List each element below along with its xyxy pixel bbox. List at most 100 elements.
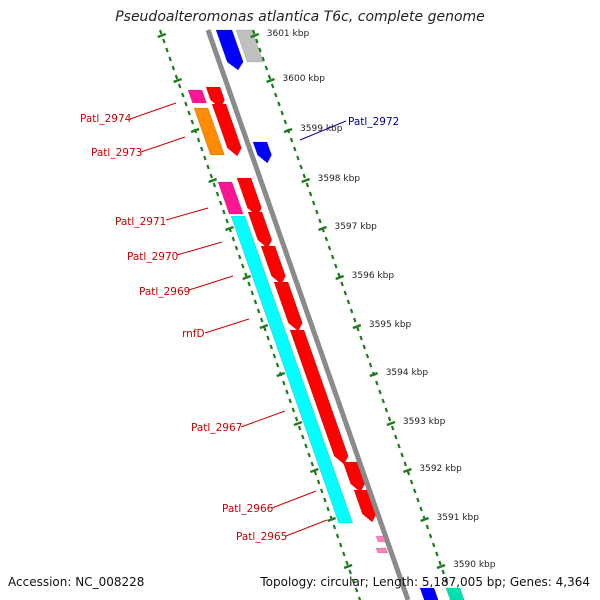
inner-ruler-dot [304, 443, 308, 449]
red-gene-arrow [273, 281, 303, 332]
outer-ruler-dot [261, 56, 265, 62]
outer-ruler-dot [419, 506, 423, 512]
red-gene-arrow [353, 489, 377, 523]
topology-text: Topology: circular; Length: 5,187,005 bp… [260, 575, 590, 589]
inner-kbp-tick [293, 420, 303, 427]
magenta-gene-block [217, 181, 244, 215]
inner-ruler-dot [256, 308, 261, 314]
kbp-tick [301, 177, 311, 184]
genome-backbone [205, 29, 411, 600]
kbp-tick [250, 32, 260, 39]
inner-kbp-tick [225, 225, 234, 232]
outer-ruler-dot [384, 407, 389, 413]
blue-gene-arrow [215, 29, 244, 71]
outer-ruler-dot [444, 578, 449, 584]
gene-label-leader [204, 318, 250, 334]
gene-label-leader [176, 241, 223, 256]
kbp-label: 3601 kbp [267, 29, 310, 39]
inner-ruler-dot [203, 155, 207, 161]
inner-ruler-dot [260, 317, 264, 323]
inner-ruler-dot [212, 182, 217, 188]
inner-ruler-dot [345, 560, 349, 566]
inner-ruler-dot [272, 353, 277, 359]
inner-ruler-dot [351, 578, 356, 584]
kbp-label: 3595 kbp [369, 320, 412, 330]
outer-ruler-dot [403, 461, 408, 467]
red-gene-arrow [247, 211, 273, 249]
kbp-tick [402, 467, 412, 474]
outer-ruler-dot [368, 362, 373, 368]
inner-ruler-dot [266, 335, 270, 341]
outer-ruler-dot [299, 164, 303, 170]
inner-kbp-tick [343, 563, 353, 570]
gene-label: Patl_2970 [127, 251, 178, 263]
inner-ruler-dot [218, 200, 223, 206]
inner-ruler-dot [301, 434, 305, 440]
inner-ruler-dot [316, 479, 321, 485]
kbp-label: 3590 kbp [453, 560, 496, 570]
inner-ruler-dot [275, 362, 280, 368]
outer-ruler-dot [431, 542, 436, 548]
gene-features [187, 29, 465, 600]
gene-label: Patl_2965 [236, 531, 287, 543]
kbp-tick [318, 225, 327, 232]
outer-ruler-dot [255, 38, 259, 44]
gene-labels: Patl_2974 Patl_2973 Patl_2972 Patl_2971 Patl… [80, 102, 399, 543]
outer-ruler-dot [296, 155, 300, 161]
kbp-label: 3597 kbp [334, 222, 377, 232]
feature-band [170, 30, 440, 600]
inner-ruler-dot [263, 326, 267, 332]
inner-ruler-dot [171, 65, 176, 71]
inner-ruler-dot [241, 263, 245, 269]
gene-label: Patl_2971 [115, 216, 166, 228]
inner-ruler-dot [297, 425, 302, 431]
inner-ruler-dot [168, 56, 172, 62]
inner-ruler-dot [294, 416, 299, 422]
outer-ruler-dot [397, 443, 401, 449]
gene-label: Patl_2974 [80, 113, 132, 125]
kbp-tick [266, 77, 275, 84]
outer-ruler-dot [413, 488, 417, 494]
inner-ruler-dot [196, 137, 201, 143]
inner-ruler-dot [206, 164, 210, 170]
outer-ruler-dot [409, 479, 414, 485]
inner-ruler-dot [285, 389, 289, 395]
gene-label-leader [299, 120, 347, 141]
inner-ruler-dot [348, 569, 352, 575]
kbp-tick [386, 420, 396, 427]
inner-ruler-dot [225, 218, 229, 224]
inner-ruler-dot [215, 191, 220, 197]
outer-ruler-dot [305, 182, 310, 188]
inner-ruler-dot [323, 497, 327, 503]
outer-ruler-dot [428, 533, 433, 539]
accession-text: Accession: NC_008228 [8, 575, 145, 589]
outer-ruler-dot [416, 497, 420, 503]
kbp-label: 3600 kbp [283, 74, 326, 84]
inner-ruler-dot [335, 533, 340, 539]
outer-ruler-dot [293, 146, 297, 152]
inner-ruler-dot [253, 299, 258, 305]
ruler-outer-dotted [251, 29, 455, 600]
outer-ruler-dot [365, 353, 370, 359]
red-gene-arrow [342, 461, 366, 493]
outer-ruler-dot [362, 344, 366, 350]
inner-ruler-dot [177, 83, 182, 89]
kbp-tick [420, 516, 430, 523]
gene-label-leader [129, 102, 177, 120]
outer-ruler-dot [318, 218, 322, 224]
outer-ruler-dot [406, 470, 411, 476]
outer-ruler-dot [353, 317, 357, 323]
inner-ruler-dot [184, 101, 188, 107]
inner-kbp-tick [190, 127, 200, 134]
inner-ruler-dot [247, 281, 251, 287]
outer-ruler-dot [267, 74, 272, 80]
blue-gene-arrow [252, 141, 272, 164]
outer-ruler-dot [346, 299, 351, 305]
inner-ruler-dot [231, 236, 236, 242]
inner-ruler-dot [158, 29, 163, 35]
inner-kbp-tick [259, 323, 269, 330]
outer-ruler-dot [375, 380, 379, 386]
inner-ruler-dot [354, 587, 359, 593]
